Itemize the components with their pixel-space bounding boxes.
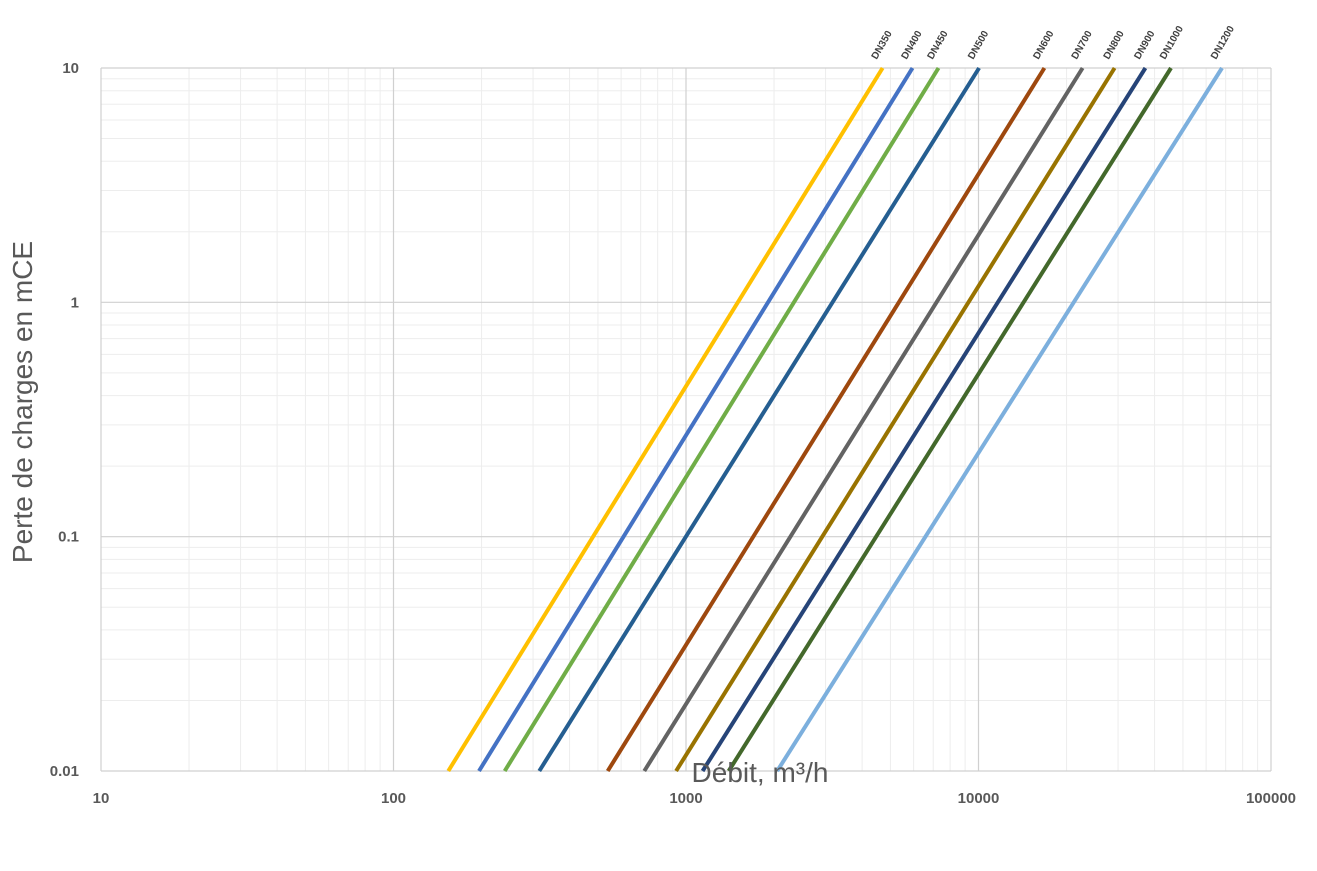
- x-tick-label: 100: [381, 790, 406, 807]
- y-tick-label: 0.01: [50, 763, 79, 780]
- series-line-dn700: [642, 66, 1085, 773]
- y-tick-label: 10: [62, 60, 79, 77]
- y-tick-label: 1: [71, 294, 79, 311]
- x-tick-label: 100000: [1246, 790, 1296, 807]
- series-line-dn1000: [727, 66, 1173, 773]
- series-line-dn800: [674, 66, 1117, 773]
- series-lines: [446, 66, 1224, 773]
- tick-labels: 10 100 1000 10000 100000 0.01 0.1 1 10: [50, 60, 1296, 807]
- grid-lines: [100, 67, 1272, 772]
- x-tick-label: 1000: [669, 790, 702, 807]
- series-line-dn900: [700, 66, 1148, 773]
- series-line-dn1200: [775, 66, 1224, 773]
- y-axis-title: Perte de charges en mCE: [7, 241, 38, 563]
- series-line-dn350: [446, 66, 885, 773]
- x-axis-title: Débit, m³/h: [692, 757, 829, 788]
- series-line-dn600: [606, 66, 1047, 773]
- series-line-dn400: [477, 66, 915, 773]
- series-line-dn450: [502, 66, 941, 773]
- x-tick-label: 10000: [958, 790, 1000, 807]
- x-tick-label: 10: [93, 790, 110, 807]
- y-tick-label: 0.1: [58, 529, 79, 546]
- series-line-dn500: [537, 66, 981, 773]
